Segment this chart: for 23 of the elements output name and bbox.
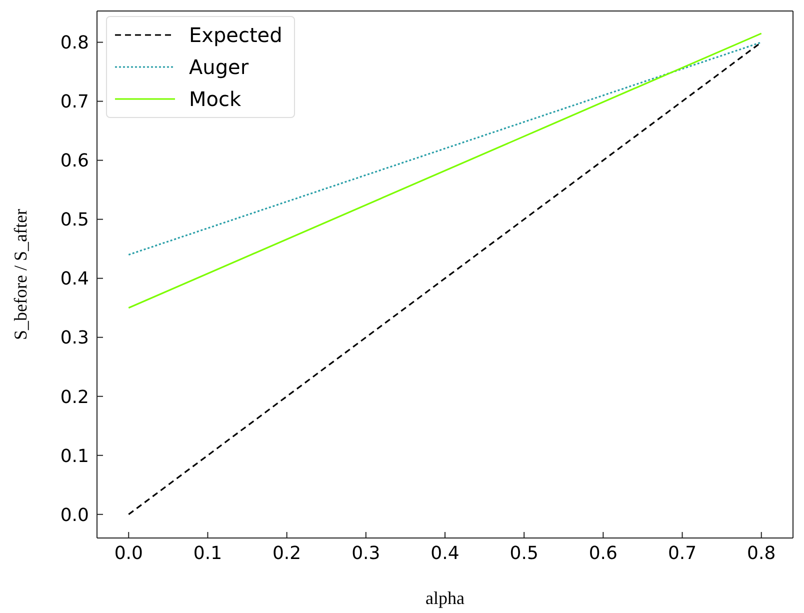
x-tick-label: 0.0 (114, 542, 143, 564)
legend-label: Auger (189, 54, 249, 81)
y-axis-title: S_before / S_after (10, 209, 30, 340)
y-tick-label: 0.1 (60, 446, 89, 467)
y-tick-label: 0.5 (60, 210, 89, 231)
x-tick-label: 0.1 (193, 542, 222, 564)
x-tick-label: 0.2 (272, 542, 302, 564)
x-tick-label: 0.4 (430, 542, 460, 564)
x-tick-label: 0.7 (668, 542, 697, 564)
x-tick-label: 0.8 (747, 542, 776, 564)
y-tick-label: 0.6 (60, 150, 89, 172)
x-tick-label: 0.5 (510, 542, 538, 564)
y-tick-label: 0.4 (60, 268, 89, 290)
x-tick-label: 0.6 (588, 542, 618, 564)
x-tick-label: 0.3 (352, 542, 380, 564)
y-tick-label: 0.2 (60, 386, 89, 408)
legend-label: Mock (189, 86, 242, 113)
y-tick-label: 0.3 (60, 328, 89, 349)
y-tick-label: 0.0 (60, 504, 89, 526)
legend-label: Expected (189, 22, 282, 49)
y-tick-label: 0.8 (60, 32, 89, 54)
x-axis-title: alpha (426, 588, 464, 608)
y-tick-label: 0.7 (60, 92, 89, 113)
